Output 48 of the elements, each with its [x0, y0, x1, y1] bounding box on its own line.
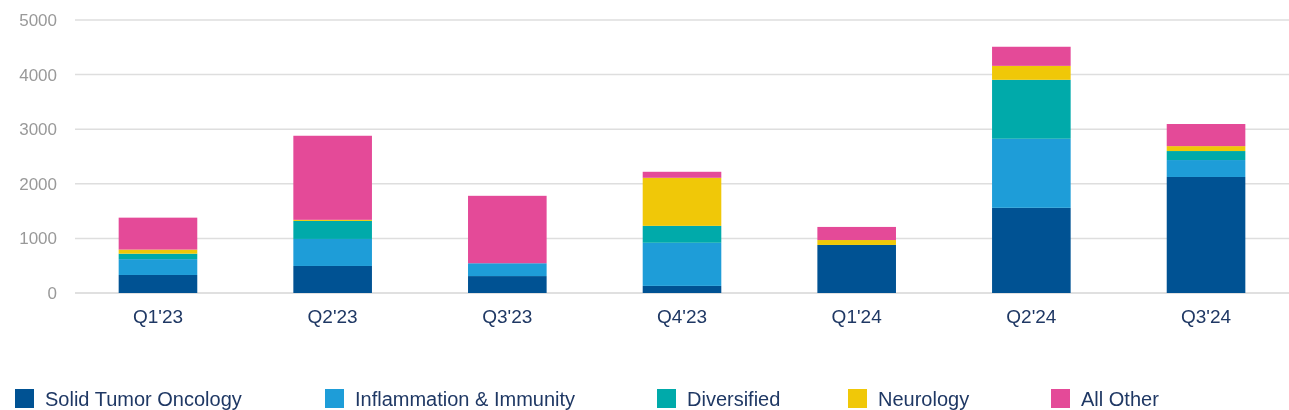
bar [817, 244, 896, 293]
bar [817, 226, 896, 241]
bar [642, 225, 722, 243]
bar [1166, 176, 1246, 293]
bar [468, 263, 547, 277]
y-tick-label: 5000 [19, 10, 57, 30]
y-tick-label: 4000 [19, 65, 57, 85]
bar [1166, 124, 1246, 147]
bar [118, 249, 198, 254]
bar [293, 220, 372, 239]
bar [118, 274, 198, 293]
x-tick-label: Q4'23 [656, 306, 708, 327]
bar [118, 253, 198, 260]
bar [642, 242, 722, 286]
y-tick-label: 2000 [19, 174, 57, 194]
bar [992, 79, 1071, 139]
legend-label: Inflammation & Immunity [355, 388, 576, 410]
x-tick-label: Q2'23 [307, 306, 358, 327]
bar [293, 135, 372, 220]
bar [642, 171, 722, 178]
legend-label: Neurology [878, 388, 970, 410]
legend-label: Diversified [687, 388, 781, 410]
bar [293, 265, 372, 293]
bar [118, 217, 198, 250]
x-tick-label: Q1'23 [132, 306, 184, 327]
x-tick-label: Q2'24 [1006, 306, 1057, 327]
bar [642, 285, 722, 293]
x-tick-label: Q1'24 [831, 306, 883, 327]
x-tick-label: Q3'24 [1180, 306, 1232, 327]
bar [992, 65, 1071, 80]
bar [1166, 146, 1246, 152]
bar [468, 195, 547, 264]
bar [992, 46, 1071, 66]
bar [992, 207, 1071, 293]
bar [642, 177, 722, 226]
bar [293, 238, 372, 266]
bar [992, 138, 1071, 208]
legend-label: Solid Tumor Oncology [45, 388, 242, 410]
x-tick-label: Q3'23 [482, 306, 533, 327]
bar [1166, 151, 1246, 161]
bar [1166, 160, 1246, 177]
bar [817, 240, 896, 245]
legend-label: All Other [1081, 388, 1160, 410]
y-tick-label: 3000 [19, 120, 57, 140]
bar [468, 276, 547, 293]
y-tick-label: 0 [47, 283, 57, 303]
bar [118, 259, 198, 275]
y-tick-label: 1000 [19, 229, 57, 249]
